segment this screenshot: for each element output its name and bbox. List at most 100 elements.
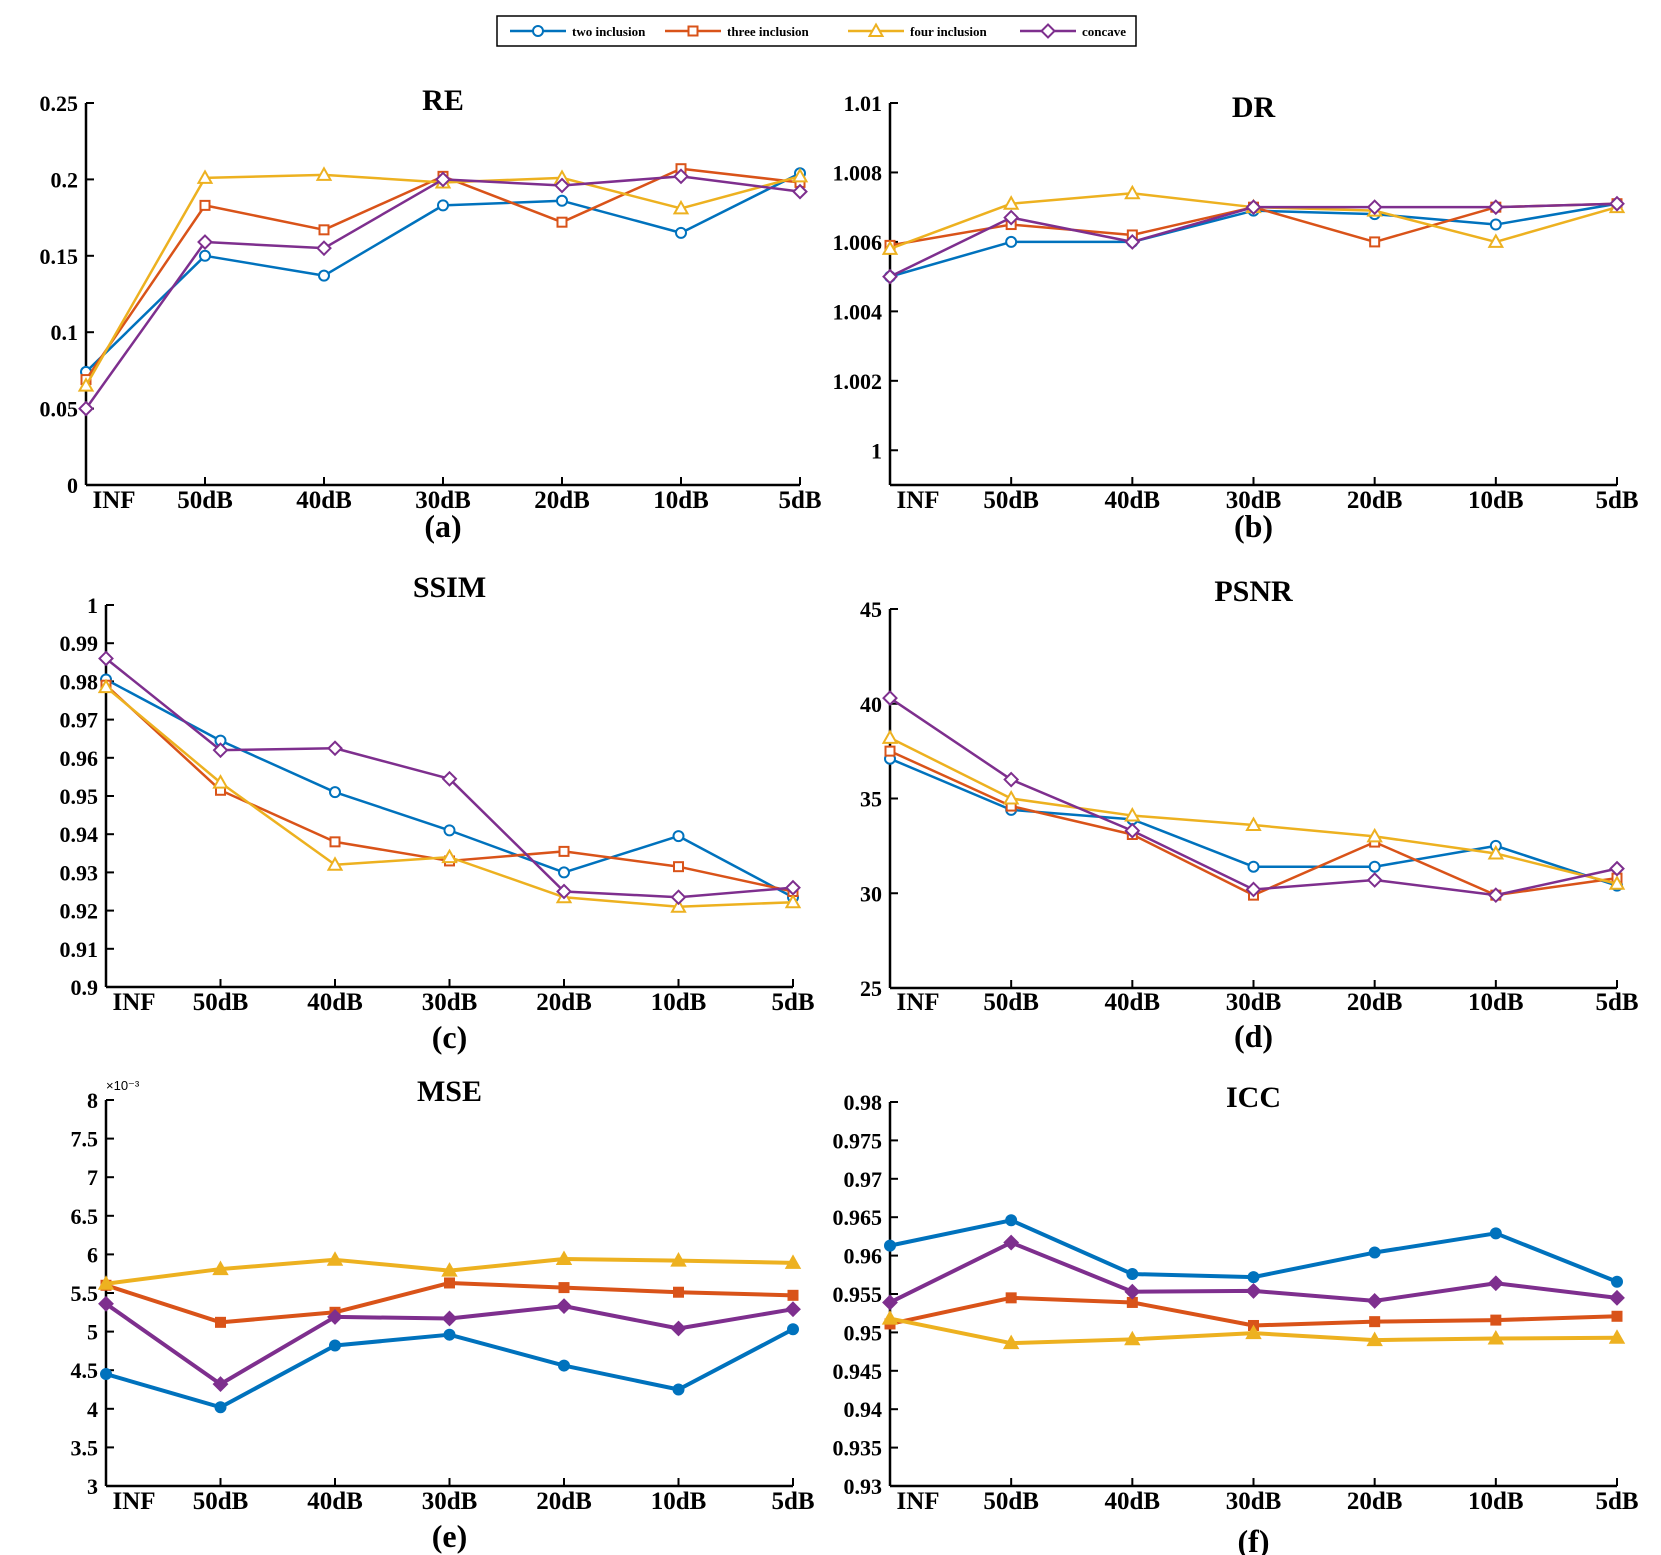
- data-point: [1366, 199, 1383, 216]
- legend-entry: two inclusion: [510, 24, 646, 39]
- data-point: [1487, 1275, 1504, 1292]
- y-tick-label: 4: [87, 1397, 98, 1422]
- y-tick-label: 0.955: [833, 1282, 883, 1307]
- data-point: [556, 883, 572, 900]
- x-tick-label: 10dB: [1468, 1488, 1524, 1515]
- data-point: [441, 1310, 458, 1327]
- data-point: [1487, 887, 1504, 904]
- y-tick-label: 3: [87, 1474, 98, 1499]
- x-tick-label: INF: [896, 1488, 939, 1515]
- x-tick-label: 20dB: [1347, 487, 1403, 514]
- y-tick-label: 0.92: [60, 899, 99, 924]
- x-tick-label: INF: [92, 487, 135, 514]
- series-concave: [882, 1234, 1625, 1311]
- data-point: [672, 830, 685, 843]
- data-point: [326, 1251, 344, 1266]
- data-point: [212, 774, 229, 789]
- x-tick-label: 40dB: [307, 989, 363, 1016]
- x-tick-label: 50dB: [193, 989, 249, 1016]
- y-tick-label: 0.97: [60, 708, 99, 733]
- y-tick-label: 0.9: [71, 975, 99, 1000]
- x-tick-label: 40dB: [307, 1488, 363, 1515]
- data-point: [556, 216, 568, 228]
- data-point: [554, 177, 570, 194]
- panel-label: (b): [1234, 508, 1273, 544]
- data-point: [1366, 872, 1383, 888]
- axis-multiplier: ×10⁻³: [106, 1078, 140, 1093]
- y-tick-label: 1.01: [844, 91, 883, 116]
- data-point: [1124, 1283, 1141, 1300]
- data-point: [441, 1262, 458, 1277]
- y-tick-label: 0.98: [844, 1090, 883, 1115]
- y-tick-label: 35: [860, 787, 882, 812]
- data-point: [670, 889, 687, 906]
- data-point: [881, 240, 899, 255]
- data-point: [1003, 771, 1020, 788]
- panel-label: (c): [432, 1019, 468, 1055]
- series-two-inclusion: [100, 1323, 799, 1414]
- data-point: [329, 836, 341, 848]
- data-point: [1005, 1292, 1017, 1304]
- x-tick-label: INF: [896, 989, 939, 1016]
- series-four-inclusion: [881, 184, 1626, 255]
- data-point: [98, 1295, 114, 1312]
- data-point: [318, 269, 330, 282]
- panel-label: (a): [424, 508, 461, 544]
- data-point: [1368, 1246, 1381, 1259]
- x-tick-label: 40dB: [1105, 989, 1161, 1016]
- data-point: [558, 1359, 570, 1372]
- data-point: [558, 845, 570, 857]
- x-tick-label: 20dB: [534, 487, 590, 514]
- x-tick-label: 5dB: [1595, 989, 1638, 1016]
- data-point: [1126, 1268, 1139, 1281]
- chart-icc: 0.93 0.935 0.94 0.945 0.95 0.955 0.96 0.965 0.97…: [833, 1081, 1639, 1555]
- x-tick-label: 10dB: [653, 487, 709, 514]
- panel-label: (f): [1238, 1523, 1270, 1555]
- x-tick-label: INF: [112, 989, 155, 1016]
- x-tick-label: 50dB: [983, 487, 1039, 514]
- data-point: [77, 377, 95, 392]
- series-four-inclusion: [881, 1310, 1626, 1350]
- data-point: [1124, 1330, 1141, 1346]
- x-tick-label: 50dB: [177, 487, 233, 514]
- y-tick-label: 1.008: [833, 160, 883, 185]
- data-point: [329, 1339, 341, 1352]
- data-point: [1002, 789, 1020, 805]
- y-tick-label: 0.945: [833, 1359, 883, 1384]
- y-tick-label: 1: [871, 438, 882, 463]
- circle-marker-icon: [532, 25, 544, 37]
- y-tick-label: 0.96: [60, 746, 99, 771]
- data-point: [329, 786, 341, 799]
- data-point: [212, 1260, 229, 1276]
- data-point: [672, 1383, 685, 1396]
- x-tick-label: 50dB: [983, 989, 1039, 1016]
- data-point: [327, 1309, 343, 1325]
- legend-entry: four inclusion: [848, 22, 987, 39]
- data-point: [670, 1252, 687, 1267]
- y-tick-label: 1.002: [833, 369, 883, 394]
- data-point: [1611, 1310, 1623, 1322]
- data-point: [787, 1289, 799, 1301]
- y-tick-label: 4.5: [71, 1358, 99, 1383]
- series-concave: [98, 650, 801, 906]
- legend-label: three inclusion: [727, 24, 810, 39]
- data-point: [881, 729, 899, 744]
- data-point: [1124, 184, 1141, 200]
- y-tick-label: 0.975: [833, 1128, 883, 1153]
- data-point: [199, 199, 211, 211]
- data-point: [326, 856, 344, 871]
- data-point: [1366, 1292, 1383, 1309]
- data-point: [670, 1320, 687, 1337]
- chart-title: DR: [1232, 91, 1276, 124]
- chart-mse: 3 3.5 4 4.5 5 5.5 6 6.5 7 7.5 8 INF 50dB 40dB 30dB 20dB…: [71, 1075, 815, 1554]
- data-point: [670, 898, 687, 913]
- data-point: [212, 1376, 229, 1393]
- series-two-inclusion: [884, 1214, 1623, 1288]
- series-four-inclusion: [97, 678, 802, 913]
- data-point: [196, 169, 214, 184]
- legend-label: four inclusion: [910, 24, 987, 39]
- y-tick-label: 0.25: [40, 91, 79, 116]
- data-point: [444, 1277, 455, 1289]
- data-point: [1487, 199, 1504, 216]
- series-three-inclusion: [100, 679, 799, 897]
